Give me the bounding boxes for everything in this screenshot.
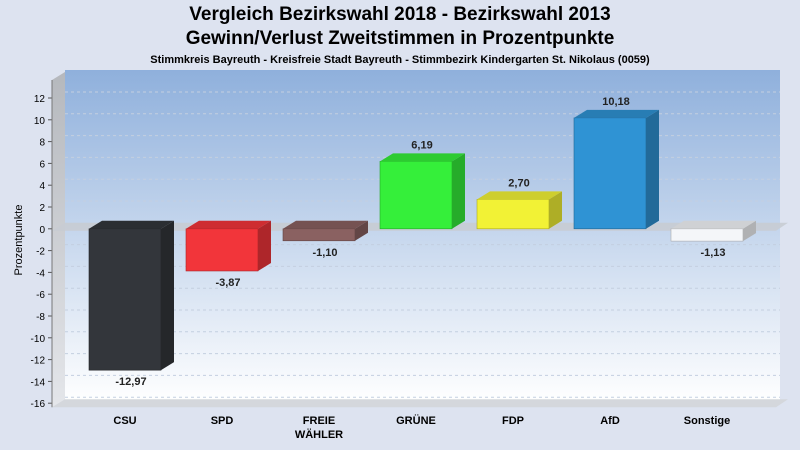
- data-label: -12,97: [115, 376, 146, 388]
- chart-title-line-2: Gewinn/Verlust Zweitstimmen in Prozentpu…: [185, 28, 615, 49]
- x-category-label: Sonstige: [684, 415, 730, 427]
- bar-top: [380, 153, 465, 162]
- y-tick-label: 2: [39, 203, 45, 214]
- bar: [379, 161, 453, 230]
- data-label: -1,10: [312, 247, 337, 259]
- x-category-label: GRÜNE: [396, 414, 436, 427]
- data-label: 10,18: [602, 96, 630, 108]
- y-tick-label: -12: [31, 356, 46, 367]
- y-tick-label: -6: [36, 290, 45, 301]
- data-label: 6,19: [411, 139, 432, 151]
- bar-top: [283, 220, 368, 229]
- bar-top: [186, 220, 271, 229]
- y-tick-label: -8: [36, 312, 45, 323]
- bar: [573, 117, 647, 230]
- y-axis-label: Prozentpunkte: [13, 205, 25, 276]
- bar-side: [743, 220, 756, 242]
- y-tick-label: -16: [31, 399, 46, 410]
- plot-side-wall: [52, 72, 65, 408]
- data-label: -1,13: [700, 247, 725, 259]
- bar-side: [161, 220, 174, 371]
- plot-back-wall: [65, 70, 780, 404]
- bar-side: [646, 109, 659, 229]
- bar-side: [452, 153, 465, 229]
- y-tick-label: -14: [31, 377, 46, 388]
- bar: [476, 199, 550, 230]
- y-tick-label: -10: [31, 334, 46, 345]
- chart-title: Vergleich Bezirkswahl 2018 - Bezirkswahl…: [189, 4, 611, 25]
- y-tick-label: 12: [34, 94, 46, 105]
- bar: [282, 228, 356, 242]
- x-category-label: CSU: [113, 415, 136, 427]
- chart-subtitle: Stimmkreis Bayreuth - Kreisfreie Stadt B…: [150, 54, 650, 66]
- bar: [185, 228, 259, 272]
- data-label: -3,87: [215, 277, 240, 289]
- y-tick-label: 4: [39, 181, 45, 192]
- y-tick-label: 6: [39, 159, 45, 170]
- bar-side: [258, 220, 271, 271]
- bar-top: [477, 191, 562, 200]
- y-tick-label: 10: [34, 116, 46, 127]
- x-category-label: SPD: [211, 415, 234, 427]
- y-tick-label: -2: [36, 247, 45, 258]
- bar-top: [89, 220, 174, 229]
- x-category-label-line-2: WÄHLER: [295, 428, 343, 441]
- bar-top: [671, 220, 756, 229]
- bar: [670, 228, 744, 242]
- y-tick-label: 8: [39, 138, 45, 149]
- x-category-label: FREIE: [303, 415, 335, 427]
- bar-top: [574, 109, 659, 118]
- bar-side: [549, 191, 562, 229]
- x-category-label: AfD: [600, 415, 620, 427]
- y-tick-label: -4: [36, 268, 45, 279]
- data-label: 2,70: [508, 177, 529, 189]
- bar-side: [355, 220, 368, 241]
- bar: [88, 228, 162, 371]
- y-tick-label: 0: [39, 225, 45, 236]
- plot-floor: [52, 399, 788, 408]
- x-category-label: FDP: [502, 415, 524, 427]
